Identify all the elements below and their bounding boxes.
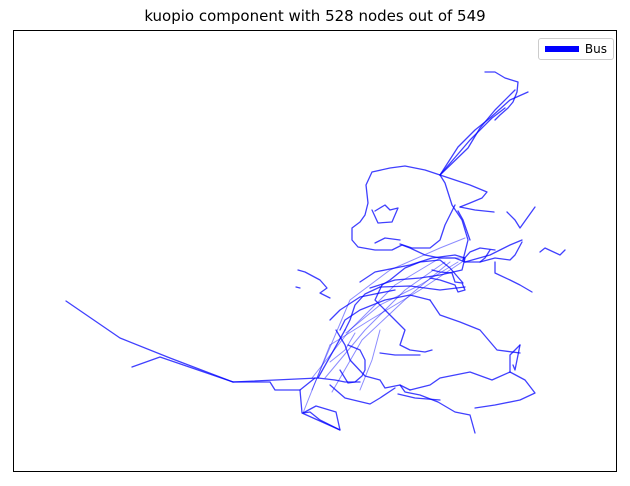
bus-connector-line-3 bbox=[345, 261, 459, 334]
series-bus bbox=[65, 71, 566, 434]
legend: Bus bbox=[537, 38, 614, 60]
legend-label-bus: Bus bbox=[584, 42, 607, 56]
bus-route-line-6 bbox=[329, 384, 396, 405]
bus-route-line-27 bbox=[399, 204, 456, 249]
bus-route-line-2 bbox=[232, 377, 316, 391]
bus-route-line-23 bbox=[374, 237, 401, 244]
bus-route-line-3 bbox=[299, 389, 341, 431]
bus-route-line-40 bbox=[429, 269, 466, 293]
bus-route-line-1 bbox=[131, 356, 234, 383]
bus-route-line-36 bbox=[439, 107, 506, 176]
bus-route-line-18 bbox=[374, 284, 433, 353]
bus-route-line-17 bbox=[429, 299, 521, 354]
bus-route-line-21 bbox=[439, 174, 469, 261]
bus-route-line-31 bbox=[539, 247, 566, 256]
bus-route-line-7 bbox=[399, 384, 476, 434]
bus-route-line-41 bbox=[371, 204, 399, 224]
bus-route-line-20 bbox=[339, 344, 366, 384]
bus-route-line-44 bbox=[512, 344, 521, 371]
bus-route-line-22 bbox=[351, 165, 466, 263]
bus-connector-line-0 bbox=[311, 257, 466, 379]
bus-connector-line-6 bbox=[311, 237, 466, 391]
chart-title: kuopio component with 528 nodes out of 5… bbox=[144, 7, 486, 25]
bus-connector-line-1 bbox=[324, 261, 446, 379]
bus-route-line-5 bbox=[335, 329, 411, 391]
axes-frame bbox=[13, 30, 617, 472]
bus-connector-line-7 bbox=[302, 344, 331, 414]
bus-route-line-8 bbox=[409, 371, 536, 409]
bus-route-line-11 bbox=[344, 286, 381, 331]
bus-route-line-10 bbox=[509, 344, 521, 373]
bus-route-line-12 bbox=[379, 285, 466, 291]
bus-route-line-34 bbox=[484, 71, 519, 121]
bus-route-line-15 bbox=[381, 259, 464, 286]
bus-route-line-29 bbox=[464, 241, 523, 263]
bus-route-line-39 bbox=[295, 286, 301, 289]
bus-route-line-24 bbox=[439, 174, 488, 208]
bus-route-line-16 bbox=[339, 294, 431, 331]
legend-swatch-bus bbox=[544, 46, 579, 52]
bus-route-line-9 bbox=[397, 393, 441, 401]
bus-route-line-0 bbox=[65, 300, 346, 383]
bus-connector-line-5 bbox=[359, 329, 381, 391]
bus-route-line-25 bbox=[459, 206, 495, 213]
bus-route-line-43 bbox=[479, 249, 491, 263]
bus-route-line-19 bbox=[379, 352, 421, 356]
bus-route-line-42 bbox=[302, 411, 341, 431]
bus-route-line-28 bbox=[462, 247, 496, 261]
bus-route-line-32 bbox=[494, 261, 533, 293]
bus-route-line-38 bbox=[297, 269, 331, 299]
bus-route-line-37 bbox=[439, 89, 516, 176]
bus-connector-line-8 bbox=[329, 332, 356, 363]
bus-route-line-30 bbox=[464, 239, 523, 263]
bus-route-line-33 bbox=[506, 206, 536, 229]
bus-route-line-26 bbox=[457, 210, 471, 241]
